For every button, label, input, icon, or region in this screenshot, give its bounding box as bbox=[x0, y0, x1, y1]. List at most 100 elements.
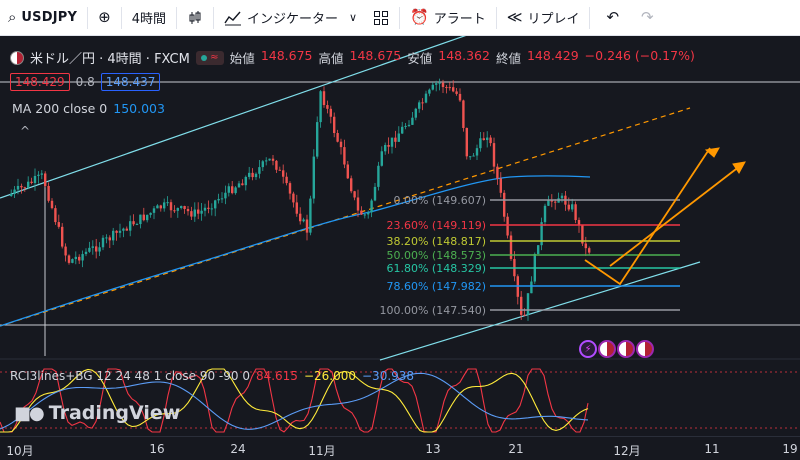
chart-type-button[interactable] bbox=[179, 0, 211, 36]
candle[interactable] bbox=[486, 131, 489, 148]
symbol-search[interactable]: ⌕ USDJPY bbox=[0, 0, 85, 36]
candle[interactable] bbox=[329, 105, 332, 124]
candle[interactable] bbox=[176, 207, 179, 218]
candle[interactable] bbox=[288, 181, 292, 200]
buy-button[interactable]: 148.437 bbox=[100, 73, 161, 91]
candle[interactable] bbox=[27, 176, 30, 190]
candle[interactable] bbox=[326, 100, 329, 114]
candle[interactable] bbox=[251, 168, 254, 181]
rci-legend[interactable]: RCI3lines+BG 12 24 48 1 close 90 -90 0 8… bbox=[10, 369, 414, 383]
candle[interactable] bbox=[299, 207, 302, 225]
economic-events[interactable]: ⚡ bbox=[579, 340, 654, 358]
candle[interactable] bbox=[163, 198, 166, 212]
candle[interactable] bbox=[496, 163, 499, 185]
candle[interactable] bbox=[241, 179, 244, 186]
fib-level[interactable]: 23.60% (149.119) bbox=[386, 219, 680, 232]
candle[interactable] bbox=[91, 240, 94, 255]
rci-line[interactable] bbox=[0, 368, 589, 433]
candle[interactable] bbox=[319, 90, 322, 128]
candle[interactable] bbox=[278, 166, 281, 171]
candle[interactable] bbox=[526, 293, 530, 321]
candle[interactable] bbox=[316, 116, 319, 159]
candle[interactable] bbox=[261, 159, 264, 172]
candle[interactable] bbox=[122, 227, 125, 238]
candle[interactable] bbox=[50, 198, 54, 210]
candle[interactable] bbox=[88, 241, 91, 253]
candle[interactable] bbox=[367, 210, 370, 219]
candle[interactable] bbox=[152, 205, 156, 220]
rci-line[interactable] bbox=[0, 368, 589, 433]
candle[interactable] bbox=[115, 230, 118, 241]
candle[interactable] bbox=[61, 223, 64, 249]
candle[interactable] bbox=[343, 139, 346, 169]
candle[interactable] bbox=[258, 159, 261, 179]
candle[interactable] bbox=[118, 223, 122, 238]
candle[interactable] bbox=[173, 205, 176, 213]
redo-button[interactable]: ↷ bbox=[633, 0, 662, 36]
candle[interactable] bbox=[64, 243, 67, 262]
candle[interactable] bbox=[418, 100, 421, 113]
alert-button[interactable]: ⏰ アラート bbox=[402, 0, 494, 36]
candle[interactable] bbox=[129, 215, 132, 237]
candle[interactable] bbox=[411, 112, 414, 125]
candle[interactable] bbox=[445, 85, 448, 94]
candle[interactable] bbox=[588, 246, 591, 256]
candle[interactable] bbox=[234, 186, 237, 195]
candle[interactable] bbox=[108, 235, 111, 249]
candle[interactable] bbox=[10, 189, 13, 197]
market-status[interactable]: ≈ bbox=[195, 50, 224, 65]
channel-lower-line[interactable] bbox=[379, 261, 701, 361]
candle[interactable] bbox=[397, 126, 400, 142]
candle[interactable] bbox=[503, 190, 506, 222]
candle[interactable] bbox=[44, 171, 47, 188]
candle[interactable] bbox=[71, 258, 74, 264]
candle[interactable] bbox=[180, 205, 183, 210]
time-axis[interactable]: 10月 16 24 11月 13 21 12月 11 19 bbox=[0, 436, 800, 460]
candle[interactable] bbox=[339, 138, 343, 155]
candle[interactable] bbox=[305, 214, 309, 241]
pair-title[interactable]: 米ドル／円 · 4時間 · FXCM bbox=[30, 52, 190, 67]
candle[interactable] bbox=[156, 204, 159, 209]
candle[interactable] bbox=[489, 135, 492, 147]
candle[interactable] bbox=[248, 166, 251, 180]
interval-button[interactable]: 4時間 bbox=[124, 0, 174, 36]
candle[interactable] bbox=[112, 227, 115, 246]
candle[interactable] bbox=[139, 214, 142, 229]
candle[interactable] bbox=[210, 203, 213, 216]
candle[interactable] bbox=[455, 88, 458, 96]
candle[interactable] bbox=[336, 129, 339, 143]
candle[interactable] bbox=[547, 195, 550, 207]
candle[interactable] bbox=[424, 90, 428, 104]
candle[interactable] bbox=[564, 190, 567, 211]
candle[interactable] bbox=[363, 213, 366, 219]
candle[interactable] bbox=[435, 80, 438, 92]
candle[interactable] bbox=[227, 183, 230, 197]
candle[interactable] bbox=[554, 199, 557, 210]
candle[interactable] bbox=[322, 86, 326, 108]
candle[interactable] bbox=[581, 225, 584, 247]
candle[interactable] bbox=[421, 98, 424, 111]
candle[interactable] bbox=[414, 107, 417, 121]
candle[interactable] bbox=[560, 193, 564, 203]
rci-indicator-pane[interactable] bbox=[0, 368, 800, 433]
earnings-lightning-icon[interactable]: ⚡ bbox=[579, 340, 597, 358]
candlesticks[interactable] bbox=[10, 78, 591, 321]
us-event-flag-icon[interactable] bbox=[636, 340, 654, 358]
candle[interactable] bbox=[265, 157, 268, 166]
candle[interactable] bbox=[16, 178, 20, 195]
candle[interactable] bbox=[475, 144, 479, 160]
candle[interactable] bbox=[33, 168, 37, 191]
candle[interactable] bbox=[377, 161, 380, 191]
candle[interactable] bbox=[220, 192, 224, 203]
candle[interactable] bbox=[84, 248, 88, 257]
candle[interactable] bbox=[571, 198, 574, 212]
compare-button[interactable]: ⊕ bbox=[90, 0, 119, 36]
candle[interactable] bbox=[295, 194, 298, 217]
candle[interactable] bbox=[482, 132, 485, 141]
candle[interactable] bbox=[200, 202, 203, 221]
indicators-button[interactable]: インジケーター ∨ bbox=[216, 0, 365, 36]
candle[interactable] bbox=[537, 245, 540, 255]
candle[interactable] bbox=[268, 158, 271, 161]
fib-level[interactable]: 61.80% (148.329) bbox=[386, 262, 680, 275]
us-event-flag-icon[interactable] bbox=[617, 340, 635, 358]
